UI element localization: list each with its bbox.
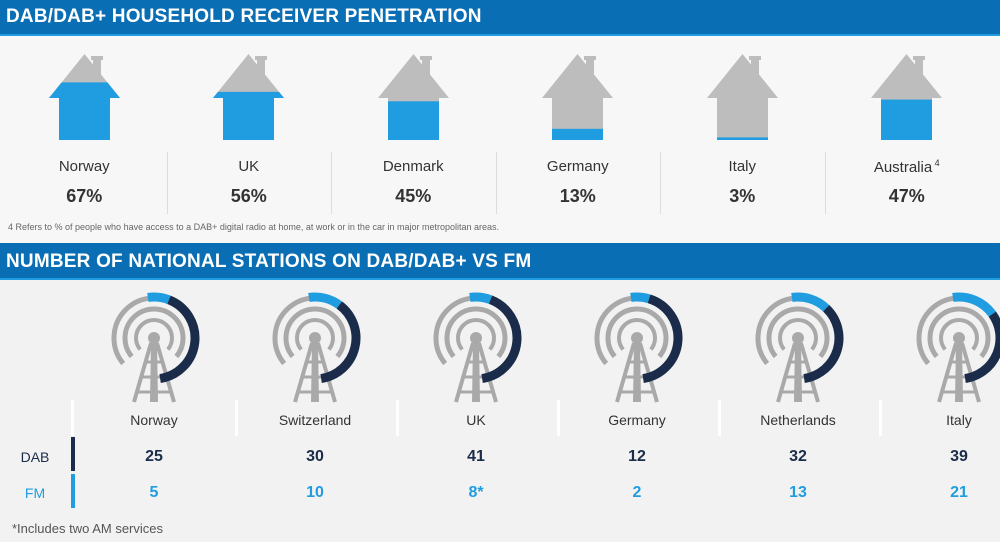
dab-value-italy: 39 [950, 448, 968, 465]
fm-row-bar [71, 474, 75, 508]
dab-value-germany: 12 [628, 448, 646, 465]
fm-value-italy: 21 [950, 484, 968, 501]
station-country-norway: Norway [130, 412, 178, 428]
dab-share-arc-switzerland [320, 301, 361, 383]
fm-share-arc-germany [630, 292, 651, 304]
column-divider [824, 152, 826, 214]
column-divider [495, 152, 497, 214]
radio-tower-icon-italy [916, 292, 1000, 403]
house-icon-uk [213, 54, 285, 140]
dab-value-norway: 25 [145, 448, 163, 465]
column-divider [396, 400, 399, 436]
fm-value-switzerland: 10 [306, 484, 324, 501]
column-divider [718, 400, 721, 436]
dab-row-label: DAB [20, 449, 50, 465]
radio-tower-icon-norway [111, 292, 200, 403]
penetration-value-australia: 47% [888, 186, 925, 206]
penetration-value-germany: 13% [559, 186, 596, 206]
section-title-penetration: DAB/DAB+ HOUSEHOLD RECEIVER PENETRATION [0, 0, 1000, 36]
fm-value-germany: 2 [632, 484, 642, 501]
house-fill-uk [213, 91, 285, 140]
column-divider [235, 400, 238, 436]
station-country-germany: Germany [608, 412, 666, 428]
station-country-uk: UK [466, 412, 486, 428]
fm-share-arc-switzerland [308, 292, 343, 309]
fm-share-arc-netherlands [791, 292, 830, 312]
column-divider [879, 400, 882, 436]
radio-tower-icon-germany [594, 292, 683, 403]
dab-share-arc-italy [964, 311, 1000, 383]
dab-share-arc-norway [159, 295, 200, 383]
penetration-value-norway: 67% [66, 186, 103, 206]
house-fill-denmark [377, 101, 449, 140]
house-fill-norway [48, 82, 120, 140]
country-label-australia: Australia 4 [873, 158, 940, 176]
dab-value-switzerland: 30 [306, 448, 324, 465]
fm-row-label: FM [24, 485, 46, 501]
column-divider [166, 152, 168, 214]
country-label-denmark: Denmark [382, 158, 444, 175]
radio-tower-icon-uk [433, 292, 522, 403]
country-label-norway: Norway [58, 158, 110, 175]
fm-value-uk: 8* [468, 484, 484, 501]
fm-value-netherlands: 13 [789, 484, 807, 501]
fm-value-norway: 5 [149, 484, 159, 501]
penetration-panel [0, 36, 1000, 243]
penetration-value-italy: 3% [729, 186, 756, 206]
country-label-uk: UK [238, 158, 260, 175]
column-divider [660, 152, 662, 214]
radio-tower-icon-switzerland [272, 292, 361, 403]
house-fill-italy [706, 137, 778, 140]
station-country-italy: Italy [946, 412, 972, 428]
radio-tower-icon-netherlands [755, 292, 844, 403]
stations-footnote: *Includes two AM services [12, 521, 164, 536]
dab-row-bar [71, 437, 75, 471]
row-divider [71, 400, 74, 436]
penetration-value-uk: 56% [230, 186, 267, 206]
dab-share-arc-uk [481, 295, 522, 383]
fm-share-arc-norway [147, 292, 171, 305]
station-country-netherlands: Netherlands [760, 412, 836, 428]
column-divider [557, 400, 560, 436]
country-label-germany: Germany [546, 158, 609, 175]
house-icon-australia [871, 54, 943, 140]
section-title-stations: NUMBER OF NATIONAL STATIONS ON DAB/DAB+ … [0, 243, 1000, 280]
column-divider [331, 152, 333, 214]
house-fill-germany [542, 128, 614, 140]
house-icon-germany [542, 54, 614, 140]
dab-share-arc-germany [642, 294, 683, 383]
footnote-ref: 4 [932, 158, 940, 168]
house-icon-norway [48, 54, 120, 140]
fm-share-arc-uk [469, 292, 493, 304]
penetration-footnote: 4 Refers to % of people who have access … [8, 222, 500, 232]
house-fill-australia [871, 99, 943, 140]
house-icon-denmark [377, 54, 449, 140]
station-country-switzerland: Switzerland [278, 412, 352, 428]
house-icon-italy [706, 54, 778, 140]
penetration-value-denmark: 45% [395, 186, 432, 206]
country-label-italy: Italy [728, 158, 756, 175]
dab-value-uk: 41 [467, 448, 485, 465]
fm-share-arc-italy [952, 292, 996, 317]
dab-share-arc-netherlands [803, 304, 844, 383]
dab-value-netherlands: 32 [789, 448, 807, 465]
